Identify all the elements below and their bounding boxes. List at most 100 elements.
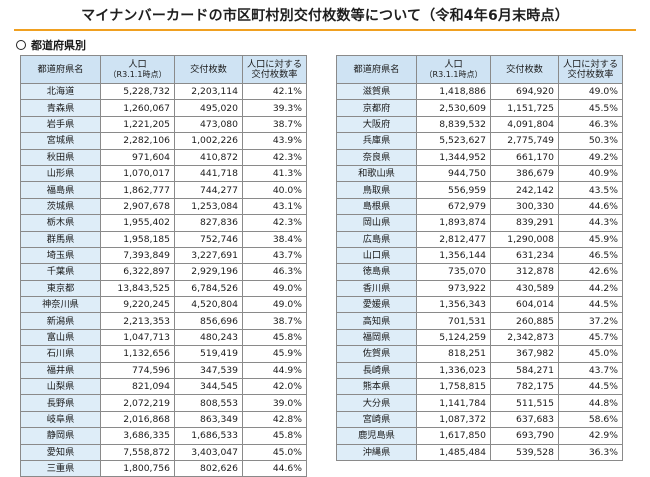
rate-cell: 45.0% xyxy=(558,345,623,363)
table-row: 愛知県 7,558,872 3,403,047 45.0% xyxy=(20,443,307,461)
issued-cell: 1,002,226 xyxy=(174,132,243,150)
prefecture-cell: 青森県 xyxy=(20,99,101,117)
population-cell: 1,955,402 xyxy=(100,214,175,232)
issued-cell: 347,539 xyxy=(174,361,243,380)
population-cell: 1,047,713 xyxy=(100,328,175,347)
rate-cell: 39.3% xyxy=(242,99,307,117)
population-cell: 821,094 xyxy=(100,378,175,396)
population-cell: 1,758,815 xyxy=(416,378,491,396)
rate-cell: 44.8% xyxy=(558,394,623,412)
table-row: 徳島県 735,070 312,878 42.6% xyxy=(336,263,623,281)
header-prefecture: 都道府県名 xyxy=(20,55,101,84)
prefecture-cell: 佐賀県 xyxy=(336,345,417,363)
table-row: 熊本県 1,758,815 782,175 44.5% xyxy=(336,378,623,396)
issued-cell: 367,982 xyxy=(490,345,559,363)
rate-cell: 49.0% xyxy=(242,296,307,314)
prefecture-cell: 和歌山県 xyxy=(336,164,417,183)
population-cell: 2,530,609 xyxy=(416,99,491,117)
prefecture-cell: 岐阜県 xyxy=(20,410,101,429)
issued-cell: 808,553 xyxy=(174,394,243,412)
rate-cell: 45.9% xyxy=(558,230,623,248)
issued-cell: 752,746 xyxy=(174,230,243,248)
prefecture-cell: 長野県 xyxy=(20,394,101,412)
prefecture-cell: 長崎県 xyxy=(336,361,417,380)
header-population: 人口 （R3.1.1時点） xyxy=(416,55,491,84)
table-row: 宮城県 2,282,106 1,002,226 43.9% xyxy=(20,132,307,150)
issued-cell: 1,686,533 xyxy=(174,427,243,445)
rate-cell: 45.8% xyxy=(242,328,307,347)
rate-cell: 43.1% xyxy=(242,197,307,216)
population-cell: 2,213,353 xyxy=(100,312,175,330)
issued-cell: 584,271 xyxy=(490,361,559,380)
table-row: 山口県 1,356,144 631,234 46.5% xyxy=(336,246,623,265)
population-cell: 1,221,205 xyxy=(100,115,175,134)
table-row: 宮崎県 1,087,372 637,683 58.6% xyxy=(336,410,623,429)
circle-bullet-icon xyxy=(16,40,26,50)
table-row: 青森県 1,260,067 495,020 39.3% xyxy=(20,99,307,117)
table-header-row: 都道府県名 人口 （R3.1.1時点） 交付枚数 人口に対する 交付枚数率 xyxy=(20,55,307,84)
rate-cell: 44.6% xyxy=(242,459,307,477)
table-row: 岡山県 1,893,874 839,291 44.3% xyxy=(336,214,623,232)
table-row: 沖縄県 1,485,484 539,528 36.3% xyxy=(336,443,623,461)
table-row: 福岡県 5,124,259 2,342,873 45.7% xyxy=(336,328,623,347)
rate-cell: 43.9% xyxy=(242,132,307,150)
prefecture-cell: 岩手県 xyxy=(20,115,101,134)
prefecture-cell: 東京都 xyxy=(20,279,101,298)
prefecture-cell: 京都府 xyxy=(336,99,417,117)
prefecture-cell: 山形県 xyxy=(20,164,101,183)
population-cell: 8,839,532 xyxy=(416,115,491,134)
header-population-sub: （R3.1.1時点） xyxy=(108,69,167,79)
issued-cell: 2,342,873 xyxy=(490,328,559,347)
issued-cell: 386,679 xyxy=(490,164,559,183)
prefecture-cell: 茨城県 xyxy=(20,197,101,216)
header-rate: 人口に対する 交付枚数率 xyxy=(558,55,623,84)
rate-cell: 45.0% xyxy=(242,443,307,461)
population-cell: 1,141,784 xyxy=(416,394,491,412)
table-row: 山形県 1,070,017 441,718 41.3% xyxy=(20,164,307,183)
rate-cell: 58.6% xyxy=(558,410,623,429)
issued-cell: 480,243 xyxy=(174,328,243,347)
table-row: 静岡県 3,686,335 1,686,533 45.8% xyxy=(20,427,307,445)
prefecture-cell: 鹿児島県 xyxy=(336,427,417,445)
population-cell: 5,124,259 xyxy=(416,328,491,347)
issued-cell: 4,520,804 xyxy=(174,296,243,314)
population-cell: 1,356,144 xyxy=(416,246,491,265)
issued-cell: 2,929,196 xyxy=(174,263,243,281)
rate-cell: 42.8% xyxy=(242,410,307,429)
rate-cell: 45.8% xyxy=(242,427,307,445)
issued-cell: 4,091,804 xyxy=(490,115,559,134)
population-cell: 556,959 xyxy=(416,181,491,199)
table-row: 鳥取県 556,959 242,142 43.5% xyxy=(336,181,623,199)
population-cell: 971,604 xyxy=(100,148,175,166)
prefecture-cell: 山梨県 xyxy=(20,378,101,396)
issued-cell: 1,253,084 xyxy=(174,197,243,216)
rate-cell: 43.5% xyxy=(558,181,623,199)
rate-cell: 49.2% xyxy=(558,148,623,166)
population-cell: 1,485,484 xyxy=(416,443,491,461)
issued-cell: 1,290,008 xyxy=(490,230,559,248)
population-cell: 1,617,850 xyxy=(416,427,491,445)
table-row: 神奈川県 9,220,245 4,520,804 49.0% xyxy=(20,296,307,314)
table-row: 群馬県 1,958,185 752,746 38.4% xyxy=(20,230,307,248)
prefecture-cell: 大分県 xyxy=(336,394,417,412)
population-cell: 944,750 xyxy=(416,164,491,183)
rate-cell: 44.3% xyxy=(558,214,623,232)
section-heading: 都道府県別 xyxy=(16,37,86,53)
rate-cell: 44.6% xyxy=(558,197,623,216)
population-cell: 1,958,185 xyxy=(100,230,175,248)
table-row: 香川県 973,922 430,589 44.2% xyxy=(336,279,623,298)
issued-cell: 410,872 xyxy=(174,148,243,166)
rate-cell: 40.0% xyxy=(242,181,307,199)
header-issued: 交付枚数 xyxy=(174,55,243,84)
issued-cell: 430,589 xyxy=(490,279,559,298)
issued-cell: 260,885 xyxy=(490,312,559,330)
issued-cell: 511,515 xyxy=(490,394,559,412)
population-cell: 1,336,023 xyxy=(416,361,491,380)
header-population-label: 人口 xyxy=(128,58,147,70)
issued-cell: 604,014 xyxy=(490,296,559,314)
table-row: 和歌山県 944,750 386,679 40.9% xyxy=(336,164,623,183)
rate-cell: 38.7% xyxy=(242,115,307,134)
issued-cell: 839,291 xyxy=(490,214,559,232)
issued-cell: 693,790 xyxy=(490,427,559,445)
population-cell: 1,132,656 xyxy=(100,345,175,363)
